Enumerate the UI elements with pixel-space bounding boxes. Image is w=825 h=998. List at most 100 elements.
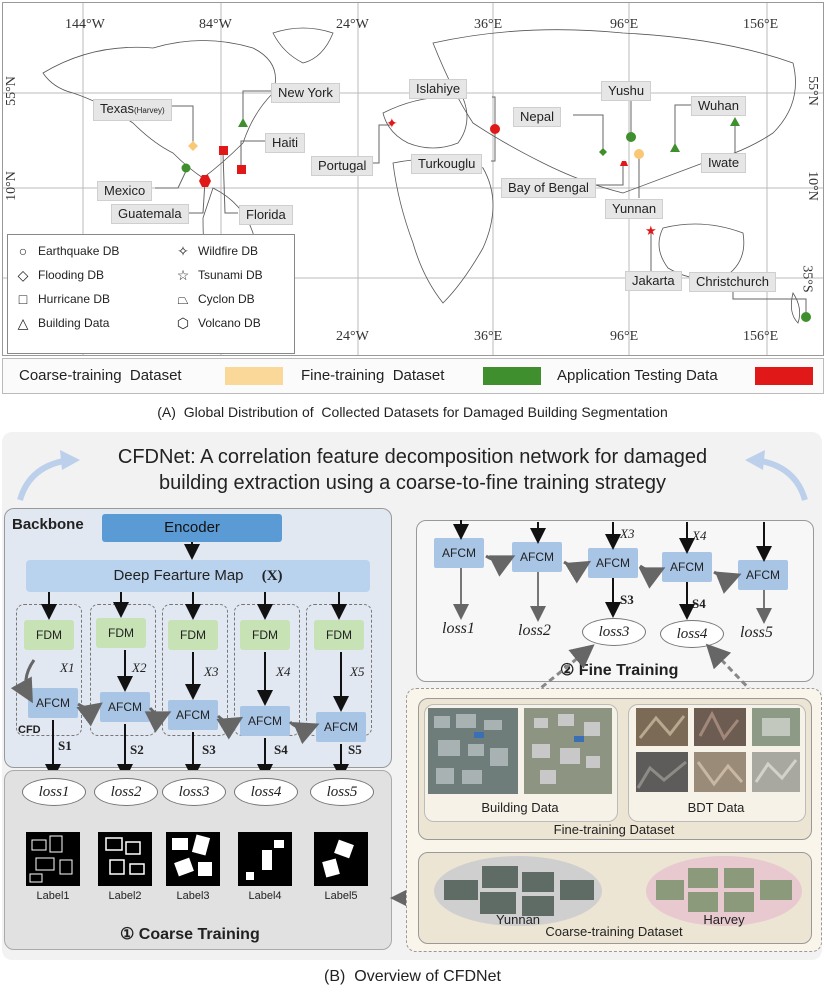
label-image-4	[238, 832, 292, 886]
place-label-nepal: Nepal	[513, 107, 561, 127]
coarse-training-title: ① Coarse Training	[120, 926, 260, 943]
place-label-islahiye: Islahiye	[409, 79, 468, 99]
title-arrows	[17, 450, 808, 501]
bdt-data-label: BDT Data	[687, 800, 745, 815]
coord-top-1: 144°W	[65, 17, 105, 32]
marker-haiti-hurricane	[219, 146, 228, 155]
place-label-turkouglu: Turkouglu	[411, 154, 483, 174]
fine-loss-oval-4: loss4	[660, 620, 724, 648]
place-label-new-york: New York	[271, 83, 340, 103]
s-var-3: S3	[202, 742, 216, 757]
fdm-block-4: FDM	[240, 620, 290, 650]
world-map-panel: 144°W 84°W 24°W 36°E 96°E 156°E 24°W 36°…	[2, 2, 824, 356]
hexagon-icon: ⬡	[176, 314, 190, 331]
legend-app-label: Application Testing Data	[557, 367, 718, 384]
place-label-florida: Florida	[239, 205, 293, 225]
x-var-5: X5	[350, 664, 365, 679]
marker-portugal-wildfire: ✦	[386, 115, 398, 131]
place-label-yunnan: Yunnan	[605, 199, 664, 219]
marker-nepal-flooding	[599, 148, 607, 156]
fine-afcm-4: AFCM	[662, 552, 712, 582]
symbol-legend: ○ Earthquake DB ◇ Flooding DB □ Hurricane D…	[7, 234, 295, 354]
place-label-yushu: Yushu	[601, 81, 652, 101]
coord-bottom-4: 156°E	[743, 329, 779, 344]
building-data-label: Building Data	[481, 800, 559, 815]
bdt-image-1	[636, 708, 688, 746]
place-label-texas: Texas(Harvey)	[93, 99, 172, 121]
legend-tsunami: ☆ Tsunami DB	[176, 266, 263, 283]
marker-florida-hurricane	[237, 165, 246, 174]
marker-texas-flooding	[188, 141, 198, 151]
bdt-image-5	[694, 752, 746, 792]
fine-afcm-1: AFCM	[434, 538, 484, 568]
fdm-block-5: FDM	[314, 620, 364, 650]
fdm-block-3: FDM	[168, 620, 218, 650]
x-var-2: X2	[132, 660, 147, 675]
fine-afcm-3: AFCM	[588, 548, 638, 578]
yunnan-images	[444, 866, 594, 916]
loss-oval-3: loss3	[162, 778, 226, 806]
place-label-iwate: Iwate	[701, 153, 747, 173]
x-var-4: X4	[276, 664, 291, 679]
label-image-3	[166, 832, 220, 886]
circle-icon: ○	[18, 243, 28, 259]
label-image-1	[26, 832, 80, 886]
s-var-5: S5	[348, 742, 362, 757]
fine-s-var-3: S3	[620, 592, 634, 607]
deep-feature-map-block: Deep Fearture Map (X)	[26, 560, 370, 592]
legend-fine-swatch	[483, 367, 541, 385]
building-data-image-2	[524, 708, 612, 794]
fdm-block-2: FDM	[96, 618, 146, 648]
place-label-haiti: Haiti	[265, 133, 306, 153]
place-label-christchurch: Christchurch	[689, 272, 776, 292]
marker-wuhan-building	[670, 143, 680, 152]
marker-mexico-earthquake	[181, 163, 191, 173]
marker-guatemala-volcano	[199, 175, 211, 187]
marker-bengal-cyclon	[620, 161, 628, 166]
loss-oval-2: loss2	[94, 778, 158, 806]
legend-hurricane: □ Hurricane DB	[16, 287, 119, 311]
place-label-jakarta: Jakarta	[625, 271, 682, 291]
dataset-markers: ✦ ★	[181, 115, 811, 322]
s-var-2: S2	[130, 742, 144, 757]
afcm-block-2: AFCM	[100, 692, 150, 722]
bdt-image-4	[636, 752, 688, 792]
caption-a: (A) Global Distribution of Collected Dat…	[157, 404, 668, 420]
label-caption-3: Label3	[176, 890, 210, 902]
legend-coarse-label: Coarse-training Dataset	[19, 367, 182, 384]
coord-bottom-3: 96°E	[610, 329, 639, 344]
coord-top-3: 24°W	[336, 17, 369, 32]
deep-feature-map-var: (X)	[261, 568, 283, 584]
label-image-5	[314, 832, 368, 886]
backbone-title: Backbone	[12, 516, 84, 533]
bdt-image-2	[694, 708, 746, 746]
coarse-dataset-label: Coarse-training Dataset	[545, 924, 683, 939]
marker-iwate-building	[730, 117, 740, 126]
legend-flooding: ◇ Flooding DB	[17, 266, 105, 283]
legend-building: △ Building Data	[17, 314, 110, 331]
s-var-1: S1	[58, 738, 72, 753]
afcm-block-3: AFCM	[168, 700, 218, 730]
deep-feature-map-label: Deep Fearture Map	[113, 567, 244, 584]
place-connectors	[155, 90, 807, 317]
triangle-icon: △	[17, 314, 29, 331]
fine-loss-5: loss5	[740, 624, 773, 641]
fine-loss-2: loss2	[518, 622, 551, 639]
marker-christchurch-earthquake	[801, 312, 811, 322]
marker-turkey-earthquake	[490, 124, 500, 134]
label-caption-1: Label1	[36, 890, 70, 902]
coord-top-2: 84°W	[199, 17, 232, 32]
place-label-mexico: Mexico	[97, 181, 153, 201]
color-legend-bar: Coarse-training Dataset Fine-training Da…	[2, 358, 824, 394]
label-caption-5: Label5	[324, 890, 358, 902]
square-icon: □	[18, 291, 28, 307]
coord-top-6: 156°E	[743, 17, 779, 32]
label-image-2	[98, 832, 152, 886]
fine-loss-oval-3: loss3	[582, 618, 646, 646]
bdt-image-3	[752, 708, 800, 746]
marker-yushu-earthquake	[626, 132, 636, 142]
marker-jakarta-tsunami: ★	[645, 223, 657, 238]
network-title-line2: building extraction using a coarse-to-fi…	[159, 472, 666, 494]
s-var-4: S4	[274, 742, 288, 757]
